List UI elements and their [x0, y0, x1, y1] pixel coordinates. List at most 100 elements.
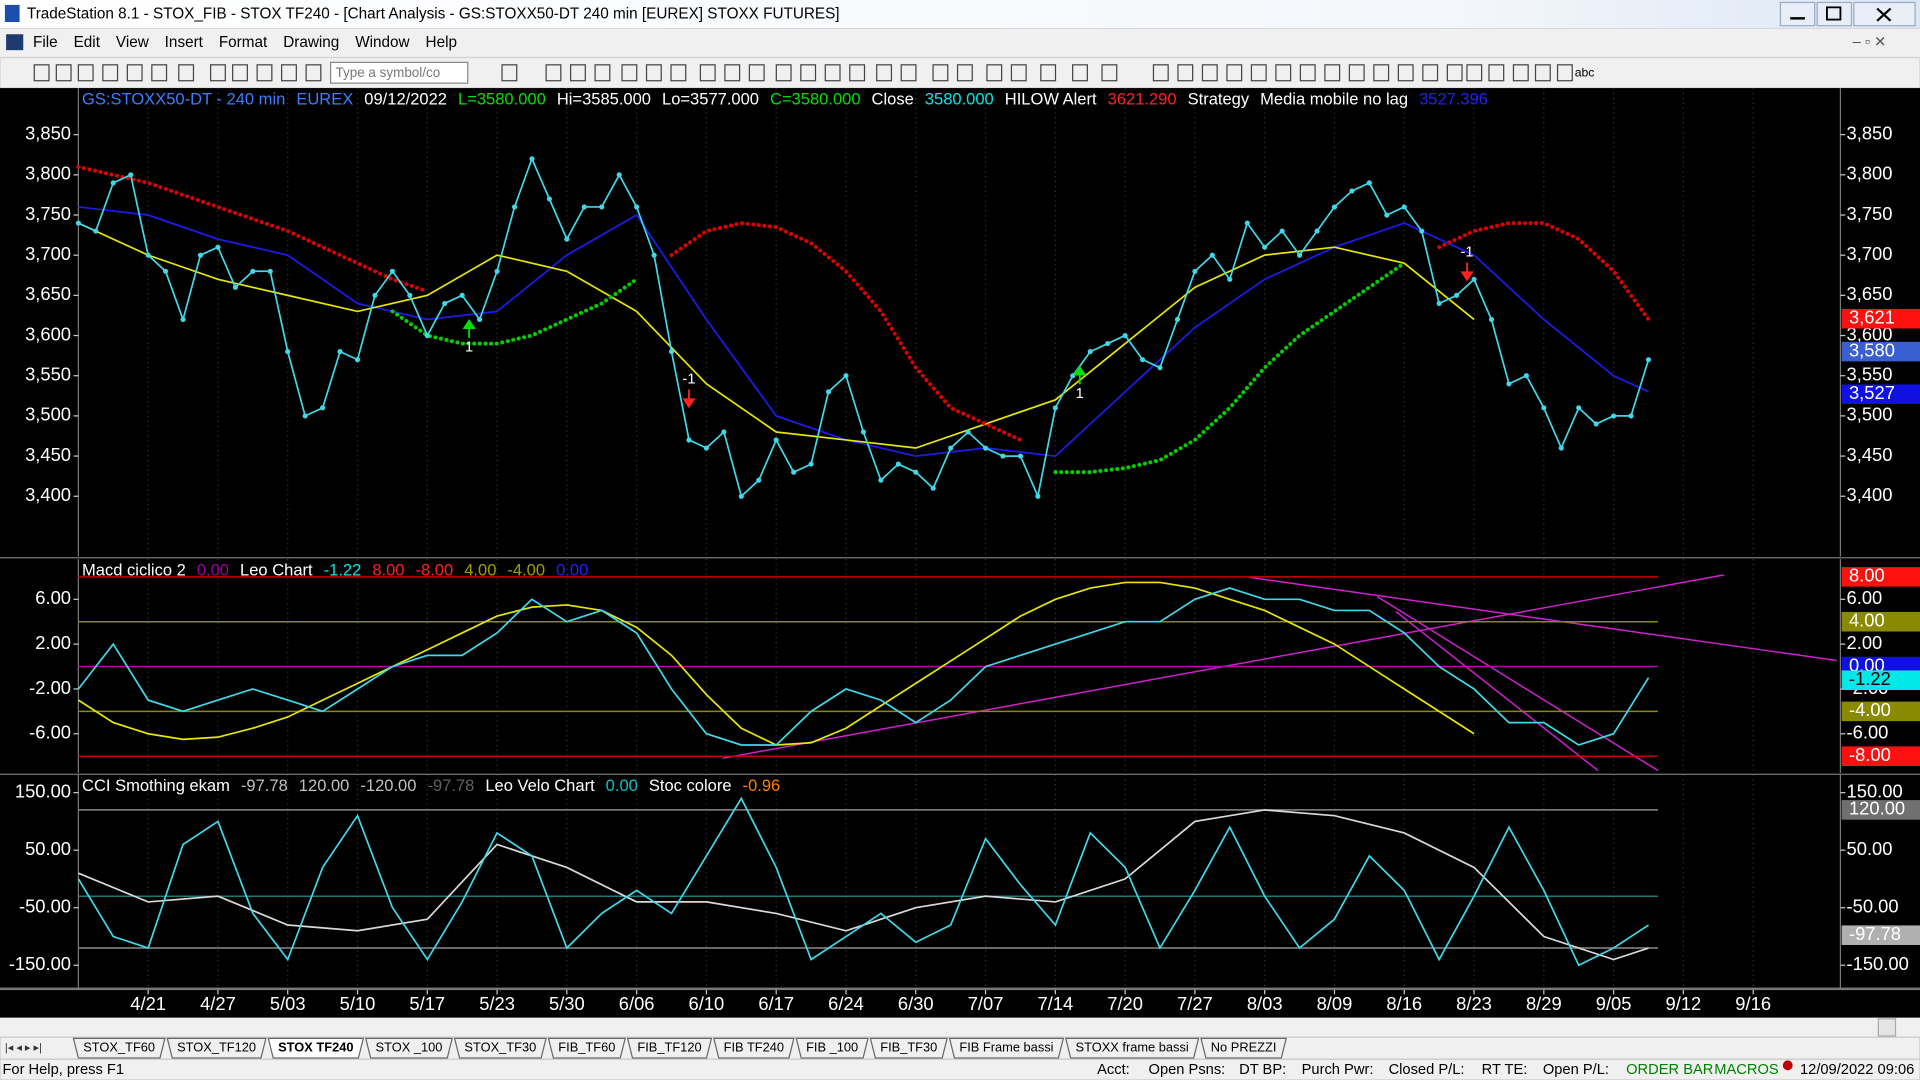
tool-button[interactable]	[1488, 64, 1505, 82]
tool-button[interactable]	[594, 64, 611, 82]
sheet-tab[interactable]: STOX _100	[376, 1040, 443, 1055]
menu-item[interactable]: Format	[219, 34, 268, 51]
tool-button[interactable]	[670, 64, 687, 82]
tool-button[interactable]	[33, 64, 50, 82]
tool-button[interactable]	[1101, 64, 1118, 82]
sheet-tab[interactable]: FIB _100	[806, 1040, 858, 1055]
tab-shape[interactable]	[267, 1037, 365, 1059]
menu-item[interactable]: Help	[426, 34, 457, 51]
text-tool[interactable]: abc	[1575, 66, 1595, 80]
scroll-thumb[interactable]	[1877, 1018, 1897, 1037]
tool-button[interactable]	[724, 64, 741, 82]
maximize-button[interactable]	[1816, 1, 1853, 27]
tab-shape[interactable]	[166, 1037, 267, 1059]
tab-shape[interactable]	[547, 1037, 626, 1059]
tool-button[interactable]	[545, 64, 562, 82]
tab-shape[interactable]	[1064, 1037, 1200, 1059]
sheet-tab[interactable]: STOX_TF30	[464, 1040, 536, 1055]
window-buttons[interactable]	[1779, 1, 1916, 27]
tab-shape[interactable]	[1200, 1037, 1287, 1059]
tool-button[interactable]	[1397, 64, 1414, 82]
tool-button[interactable]	[281, 64, 297, 82]
scrollbar[interactable]	[0, 1017, 1920, 1038]
tab-nav[interactable]: |◂ ◂ ▸ ▸|	[5, 1042, 42, 1054]
mdi-buttons[interactable]: – ▫ ✕	[1853, 35, 1887, 51]
tool-button[interactable]	[1152, 64, 1169, 82]
tool-button[interactable]	[1512, 64, 1529, 82]
tab-shape[interactable]	[948, 1037, 1065, 1059]
tool-button[interactable]	[232, 64, 248, 82]
tool-button[interactable]	[621, 64, 638, 82]
tab-shape[interactable]	[713, 1037, 795, 1059]
tool-button[interactable]	[645, 64, 662, 82]
menu-item[interactable]: Edit	[74, 34, 101, 51]
tool-button[interactable]	[1466, 64, 1483, 82]
x-tick-label: 7/07	[968, 993, 1004, 1014]
sheet-tab[interactable]: FIB_TF120	[637, 1040, 701, 1055]
tool-button[interactable]	[55, 64, 72, 82]
sheet-tab[interactable]: STOX TF240	[278, 1040, 353, 1055]
tab-shape[interactable]	[795, 1037, 869, 1059]
tab-shape[interactable]	[453, 1037, 547, 1059]
menu-item[interactable]: File	[33, 34, 58, 51]
tool-button[interactable]	[256, 64, 273, 82]
tool-button[interactable]	[570, 64, 586, 82]
tool-button[interactable]	[1010, 64, 1027, 82]
tool-button[interactable]	[824, 64, 841, 82]
tab-shape[interactable]	[72, 1037, 166, 1059]
sheet-tab[interactable]: STOX_TF60	[83, 1040, 155, 1055]
tab-shape[interactable]	[626, 1037, 713, 1059]
tool-button[interactable]	[305, 64, 322, 82]
tool-button[interactable]	[178, 64, 195, 82]
tool-button[interactable]	[1072, 64, 1088, 82]
tool-button[interactable]	[126, 64, 143, 82]
tool-button[interactable]	[900, 64, 917, 82]
tool-button[interactable]	[77, 64, 94, 82]
tool-button[interactable]	[800, 64, 817, 82]
tool-button[interactable]	[748, 64, 765, 82]
tool-button[interactable]	[1250, 64, 1267, 82]
tab-shape[interactable]	[869, 1037, 948, 1059]
tool-button[interactable]	[501, 64, 518, 82]
tool-button[interactable]	[1040, 64, 1057, 82]
tool-button[interactable]	[932, 64, 949, 82]
tool-button[interactable]	[876, 64, 893, 82]
sheet-tab[interactable]: FIB Frame bassi	[959, 1040, 1053, 1055]
menu-item[interactable]: Drawing	[283, 34, 339, 51]
tool-button[interactable]	[699, 64, 716, 82]
minimize-button[interactable]	[1779, 1, 1816, 27]
tool-button[interactable]	[1373, 64, 1390, 82]
tool-button[interactable]	[102, 64, 119, 82]
tool-button[interactable]	[1299, 64, 1316, 82]
sheet-tab[interactable]: FIB_TF30	[880, 1040, 937, 1055]
tool-button[interactable]	[1534, 64, 1551, 82]
tool-button[interactable]	[775, 64, 792, 82]
sheet-tab[interactable]: STOX_TF120	[177, 1040, 256, 1055]
tool-button[interactable]	[1556, 64, 1573, 82]
tool-button[interactable]	[956, 64, 973, 82]
sheet-tab[interactable]: FIB_TF60	[558, 1040, 615, 1055]
menu-item[interactable]: View	[116, 34, 150, 51]
tool-button[interactable]	[1226, 64, 1243, 82]
sheet-tab[interactable]: FIB TF240	[724, 1040, 784, 1055]
tool-button[interactable]	[151, 64, 168, 82]
tool-button[interactable]	[986, 64, 1003, 82]
tool-button[interactable]	[1201, 64, 1218, 82]
menu-item[interactable]: Insert	[165, 34, 204, 51]
tool-button[interactable]	[210, 64, 226, 82]
tool-button[interactable]	[1324, 64, 1341, 82]
sheet-tab[interactable]: STOXX frame bassi	[1076, 1040, 1189, 1055]
tool-button[interactable]	[1275, 64, 1292, 82]
symbol-box[interactable]	[330, 61, 469, 84]
x-tick-label: 6/06	[619, 993, 655, 1014]
sheet-tab[interactable]: No PREZZI	[1211, 1040, 1277, 1055]
tool-button[interactable]	[1422, 64, 1439, 82]
tab-shape[interactable]	[364, 1037, 453, 1059]
price-point	[267, 268, 273, 274]
tool-button[interactable]	[1348, 64, 1365, 82]
menu-item[interactable]: Window	[355, 34, 410, 51]
tool-button[interactable]	[1446, 64, 1463, 82]
tool-button[interactable]	[1177, 64, 1194, 82]
tool-button[interactable]	[849, 64, 866, 82]
price-point	[459, 292, 465, 298]
